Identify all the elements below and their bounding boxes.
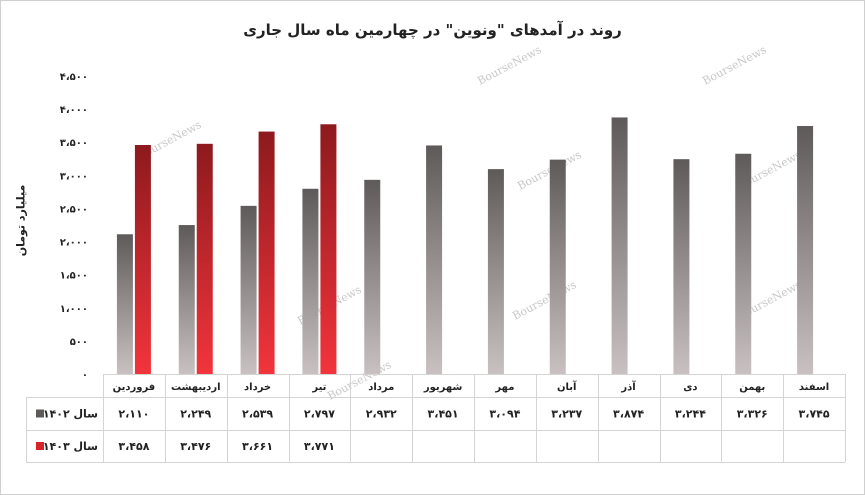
x-tick-label: اسفند	[799, 382, 829, 393]
x-tick-label: مهر	[494, 382, 514, 393]
watermark-text: BourseNews	[510, 278, 579, 323]
bar-series-1402	[487, 169, 504, 374]
y-tick-label: ۱،۰۰۰	[60, 304, 88, 315]
y-tick-label: ۲،۰۰۰	[60, 238, 88, 249]
data-label: ۳،۴۵۱	[428, 408, 459, 421]
y-tick-label: ۴،۵۰۰	[60, 72, 88, 83]
y-tick-label: ۱،۵۰۰	[60, 271, 88, 282]
x-tick-label: تیر	[311, 382, 326, 393]
bar-series-1402	[611, 117, 628, 374]
bar-series-1403	[196, 143, 213, 374]
data-label: ۲،۷۹۷	[304, 408, 335, 421]
bar-series-1402	[797, 125, 814, 375]
data-label: ۳،۷۴۵	[799, 408, 830, 421]
bar-series-1403	[134, 145, 151, 374]
bar-series-1403	[320, 124, 337, 374]
y-tick-label: ۰	[82, 370, 88, 381]
y-tick-label: ۲،۵۰۰	[60, 204, 88, 215]
watermark-text: BourseNews	[515, 148, 584, 193]
y-tick-label: ۳،۰۰۰	[60, 171, 88, 182]
x-tick-label: خرداد	[244, 382, 271, 393]
data-label: ۳،۷۷۱	[304, 440, 335, 453]
data-label: ۲،۱۱۰	[118, 408, 149, 421]
bar-series-1402	[302, 188, 319, 374]
x-tick-label: آبان	[557, 380, 577, 393]
legend-key	[36, 409, 44, 418]
bar-series-1402	[735, 153, 752, 374]
legend-key	[36, 442, 44, 450]
x-tick-label: مرداد	[368, 382, 394, 393]
data-label: ۳،۴۵۸	[118, 440, 149, 453]
data-label: ۲،۲۴۹	[180, 408, 211, 421]
bar-series-1402	[549, 159, 566, 374]
x-tick-label: دی	[683, 382, 697, 393]
bars	[103, 117, 845, 375]
bar-series-1402	[178, 225, 195, 374]
bar-series-1403	[258, 131, 275, 374]
x-tick-label: شهریور	[423, 382, 463, 393]
y-tick-label: ۴،۰۰۰	[60, 105, 88, 116]
bar-series-1402	[426, 145, 443, 374]
data-table: فروردین اردیبهشت خرداد تیر مرداد شهریور مهر آبا…	[26, 374, 846, 463]
data-label: ۳،۴۷۶	[180, 440, 211, 453]
legend-label: سال ۱۴۰۲	[43, 408, 98, 421]
watermarks: BourseNews BourseNews BourseNews BourseNews…	[135, 43, 804, 403]
watermark-text: BourseNews	[475, 43, 544, 88]
data-label: ۳،۲۳۷	[551, 408, 582, 421]
data-label: ۳،۰۹۴	[489, 408, 520, 421]
y-axis: ۰ ۵۰۰ ۱،۰۰۰ ۱،۵۰۰ ۲،۰۰۰ ۲،۵۰۰ ۳،۰۰۰ ۳،۵۰۰ ۴،۰۰۰ ۴…	[60, 72, 88, 381]
bar-series-1402	[364, 179, 381, 374]
legend-label: سال ۱۴۰۳	[43, 440, 98, 453]
data-label: ۲،۹۳۲	[366, 408, 397, 421]
y-tick-label: ۳،۵۰۰	[60, 138, 88, 149]
watermark-text: BourseNews	[700, 43, 769, 88]
chart-title: روند در آمدهای "ونوین" در چهارمین ماه سا…	[243, 21, 622, 39]
x-tick-label: اردیبهشت	[171, 382, 221, 393]
x-tick-label: بهمن	[739, 382, 765, 393]
x-tick-label: آذر	[620, 380, 636, 393]
bar-series-1402	[116, 234, 133, 374]
data-label: ۲،۵۳۹	[242, 408, 273, 421]
data-label: ۳،۶۶۱	[242, 440, 273, 453]
bar-series-1402	[673, 159, 690, 374]
data-label: ۳،۲۴۴	[675, 408, 706, 421]
y-tick-label: ۵۰۰	[70, 337, 88, 348]
data-label: ۳،۸۷۴	[613, 408, 644, 421]
x-tick-label: فروردین	[113, 382, 156, 393]
bar-series-1402	[240, 205, 257, 374]
data-label: ۳،۳۲۶	[737, 408, 768, 421]
